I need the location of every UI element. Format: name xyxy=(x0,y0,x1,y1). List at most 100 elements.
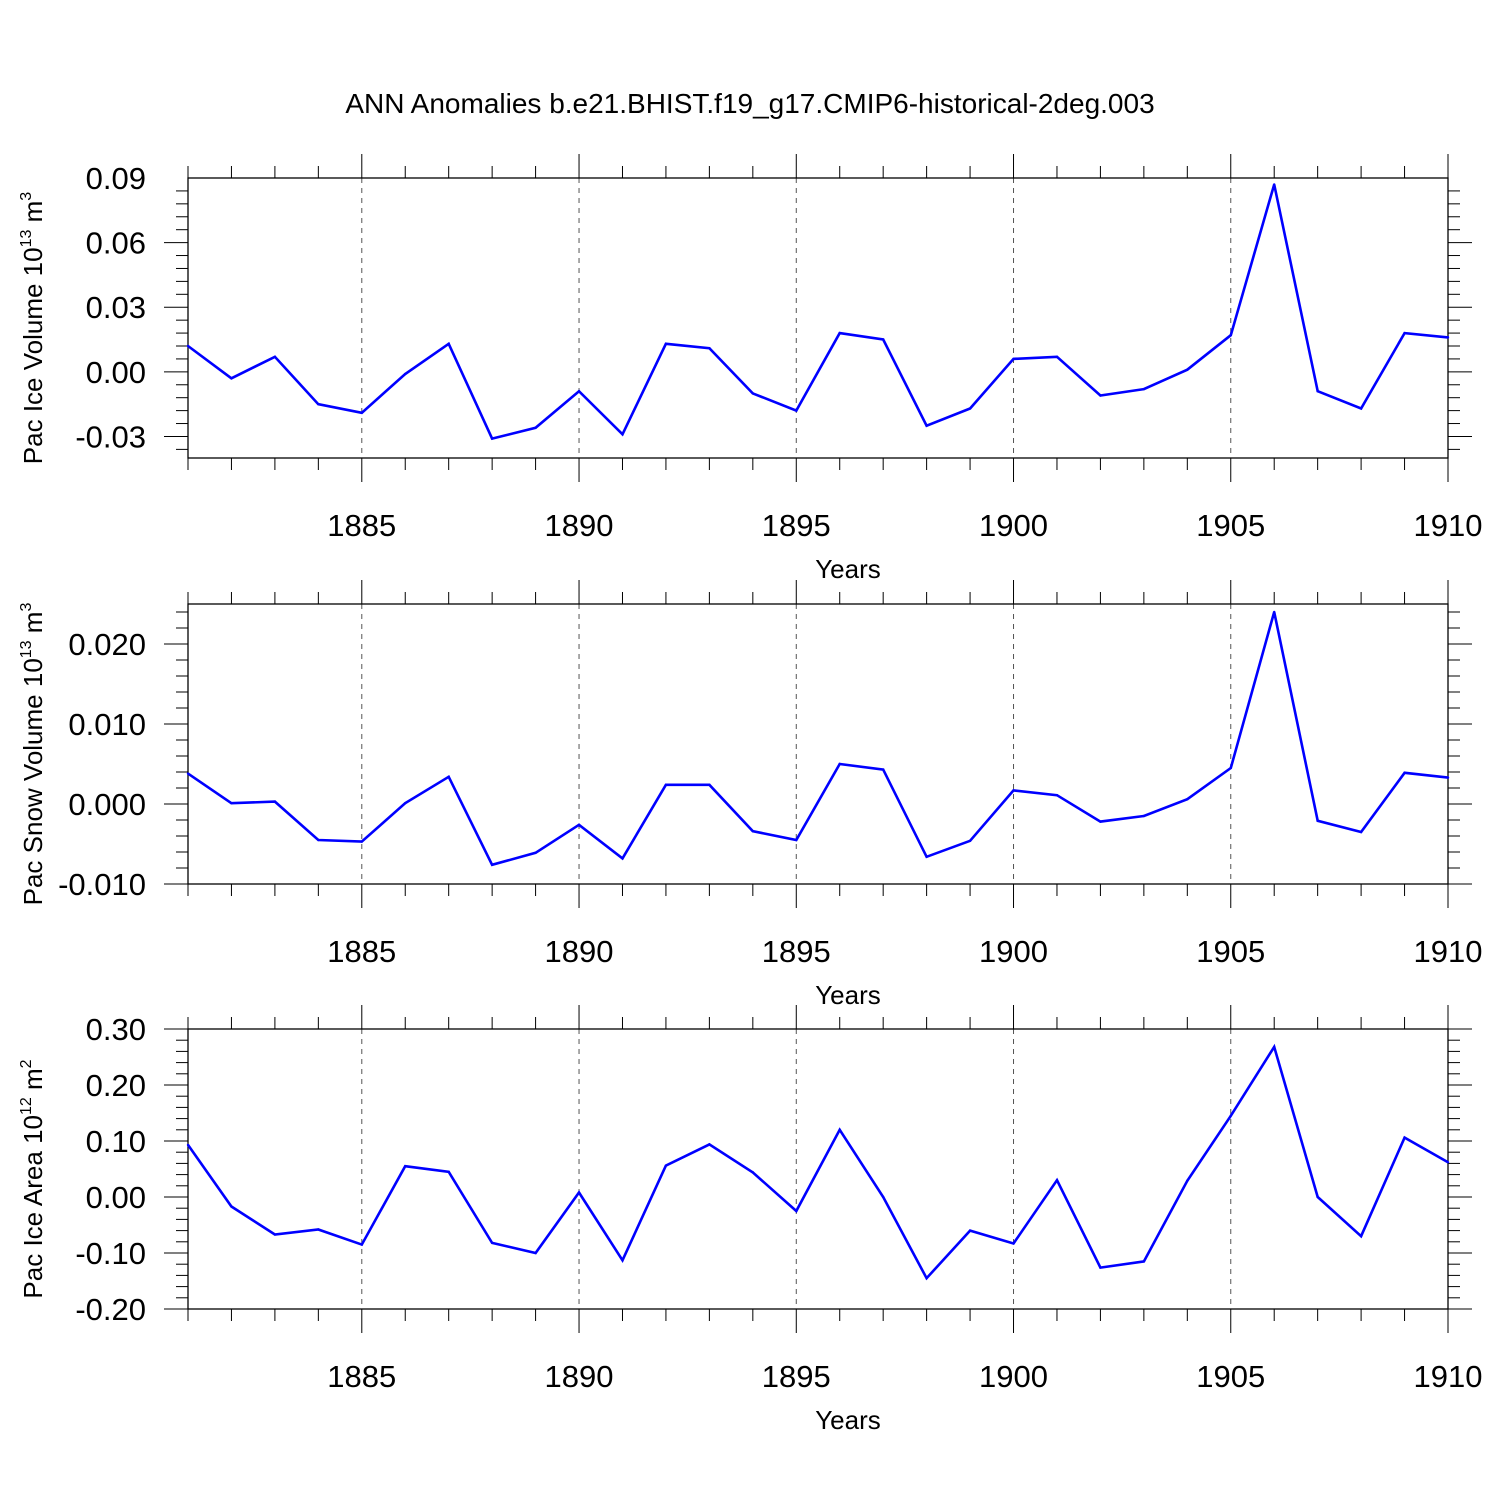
x-tick-label: 1890 xyxy=(545,508,614,543)
data-point xyxy=(968,839,972,842)
data-point xyxy=(490,437,494,440)
data-point xyxy=(708,1143,711,1146)
data-point xyxy=(795,409,798,412)
x-tick-label: 1900 xyxy=(979,1359,1048,1394)
data-point xyxy=(1273,183,1276,186)
data-point xyxy=(1316,390,1319,393)
data-point xyxy=(1359,407,1363,410)
data-point xyxy=(230,1205,233,1208)
y-axis-title: Pac Ice Volume 1013 m3 xyxy=(18,192,48,465)
data-point xyxy=(1012,1242,1015,1245)
series-line xyxy=(187,611,1449,867)
data-point xyxy=(838,762,841,766)
y-tick-label: -0.010 xyxy=(58,867,146,902)
data-point xyxy=(838,331,841,335)
data-point xyxy=(708,783,711,786)
x-tick-label: 1895 xyxy=(762,934,831,969)
figure-title: ANN Anomalies b.e21.BHIST.f19_g17.CMIP6-… xyxy=(345,88,1155,119)
data-point xyxy=(664,1164,668,1167)
data-point xyxy=(534,426,537,430)
data-point xyxy=(1099,394,1102,397)
data-point xyxy=(968,1229,972,1232)
data-point xyxy=(1229,1114,1232,1118)
data-point xyxy=(881,768,885,771)
y-tick-label: 0.03 xyxy=(86,290,146,325)
data-point xyxy=(838,1128,841,1132)
data-point xyxy=(621,1259,624,1262)
data-point xyxy=(1055,355,1059,358)
data-point xyxy=(1142,814,1146,818)
data-point xyxy=(317,402,320,406)
data-point xyxy=(577,1191,581,1194)
data-point xyxy=(751,392,755,395)
data-point xyxy=(1099,820,1102,823)
data-point xyxy=(404,802,407,805)
y-tick-label: -0.03 xyxy=(75,419,146,454)
x-axis-title: Years xyxy=(815,980,881,1010)
data-point xyxy=(1012,789,1015,792)
x-axis-title: Years xyxy=(815,1405,881,1435)
data-point xyxy=(1186,798,1189,801)
data-point xyxy=(490,863,494,866)
data-point xyxy=(230,377,233,380)
data-point xyxy=(186,344,190,348)
plot-frame xyxy=(187,1028,1449,1310)
data-point xyxy=(447,342,450,346)
x-tick-label: 1890 xyxy=(545,934,614,969)
y-tick-label: 0.010 xyxy=(68,707,146,742)
data-point xyxy=(708,346,711,350)
data-point xyxy=(273,1233,277,1236)
panel-3: 1885 1890 1895 1900 1905 1910 Years -0.20 -0.10 0… xyxy=(18,1005,1482,1435)
data-point xyxy=(1055,1179,1059,1182)
data-point xyxy=(404,1165,407,1168)
data-point xyxy=(1446,776,1450,779)
y-axis-title: Pac Snow Volume 1013 m3 xyxy=(18,603,48,906)
y-tick-label: 0.20 xyxy=(86,1068,146,1103)
x-tick-label: 1900 xyxy=(979,934,1048,969)
y-tick-label: 0.00 xyxy=(86,1180,146,1215)
plot-frame xyxy=(187,177,1449,459)
data-point xyxy=(317,838,320,842)
x-tick-label: 1905 xyxy=(1196,508,1265,543)
data-point xyxy=(1273,610,1276,614)
y-tick-label: 0.020 xyxy=(68,627,146,662)
data-point xyxy=(534,1251,537,1255)
data-point xyxy=(360,1243,363,1246)
x-tick-label: 1885 xyxy=(327,508,396,543)
data-point xyxy=(1186,1179,1189,1182)
data-point xyxy=(1403,1136,1406,1139)
data-point xyxy=(925,855,928,858)
data-point xyxy=(360,840,363,843)
x-tick-label: 1910 xyxy=(1414,934,1483,969)
y-tick-label: 0.000 xyxy=(68,787,146,822)
data-point xyxy=(751,830,755,833)
data-point xyxy=(317,1228,320,1231)
data-point xyxy=(881,338,885,341)
y-tick-label: -0.10 xyxy=(75,1236,146,1271)
data-point xyxy=(1446,336,1450,339)
x-tick-label: 1895 xyxy=(762,1359,831,1394)
data-point xyxy=(1099,1266,1102,1269)
data-point xyxy=(795,1209,798,1213)
data-point xyxy=(621,857,624,860)
data-point xyxy=(186,772,190,775)
data-point xyxy=(1316,1195,1319,1199)
data-point xyxy=(1142,1260,1146,1263)
data-point xyxy=(490,1241,494,1245)
data-point xyxy=(1229,334,1232,337)
data-point xyxy=(1359,830,1363,834)
data-point xyxy=(360,411,363,414)
y-tick-label: 0.10 xyxy=(86,1124,146,1159)
panel-1: 1885 1890 1895 1900 1905 1910 Years -0.03 0.00 0.… xyxy=(18,154,1482,584)
data-point xyxy=(795,838,798,842)
data-point xyxy=(1012,357,1015,361)
x-axis-title: Years xyxy=(815,554,881,584)
data-point xyxy=(968,407,972,410)
data-point xyxy=(447,1170,450,1174)
y-tick-label: -0.20 xyxy=(75,1292,146,1327)
y-tick-label: 0.09 xyxy=(86,161,146,196)
data-point xyxy=(664,783,668,786)
x-tick-label: 1910 xyxy=(1414,1359,1483,1394)
x-tick-label: 1905 xyxy=(1196,934,1265,969)
